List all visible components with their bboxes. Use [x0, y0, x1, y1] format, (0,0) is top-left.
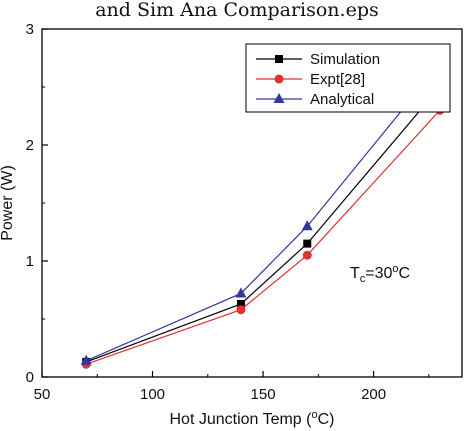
temperature-annotation: Tc=30oC — [350, 263, 410, 285]
legend-label-simulation: Simulation — [310, 51, 380, 68]
legend-label-expt-28: Expt[28] — [310, 71, 365, 88]
x-tick-label: 150 — [251, 386, 276, 403]
legend-items: Simulation Expt[28] Analytical — [256, 51, 380, 108]
x-axis-label: Hot Junction Temp (oC) — [169, 409, 334, 428]
series-line-analytical — [85, 63, 441, 362]
x-tick-label: 50 — [34, 386, 51, 403]
data-point-expt-28 — [236, 305, 246, 315]
legend-label-analytical: Analytical — [310, 91, 374, 108]
x-tick-label: 100 — [140, 386, 165, 403]
data-point-simulation — [236, 299, 245, 308]
y-axis-label: Power (W) — [0, 165, 16, 241]
y-tick-label: 3 — [26, 21, 34, 38]
y-tick-label: 1 — [26, 253, 34, 270]
header-caption: and Sim Ana Comparison.eps — [95, 0, 379, 21]
data-point-analytical — [80, 354, 92, 365]
series-line-simulation — [85, 86, 441, 363]
legend: Simulation Expt[28] Analytical — [245, 43, 451, 113]
legend-marker-analytical — [273, 93, 285, 103]
legend-item-simulation: Simulation — [256, 51, 380, 68]
x-tick-label: 200 — [361, 386, 386, 403]
data-point-analytical — [235, 287, 247, 298]
y-tick-label: 0 — [26, 369, 34, 386]
legend-marker-simulation — [275, 55, 283, 63]
data-point-simulation — [303, 239, 312, 248]
legend-marker-expt-28 — [274, 74, 284, 84]
data-point-analytical — [301, 220, 313, 231]
legend-item-expt-28: Expt[28] — [256, 71, 365, 88]
x-axis-ticks: 50 100 150 200 — [34, 371, 430, 403]
legend-item-analytical: Analytical — [256, 91, 374, 108]
data-point-expt-28 — [302, 250, 312, 260]
y-tick-label: 2 — [26, 137, 34, 154]
series-line-expt-28 — [86, 109, 441, 365]
y-axis-ticks: 0 1 2 3 — [26, 21, 48, 386]
